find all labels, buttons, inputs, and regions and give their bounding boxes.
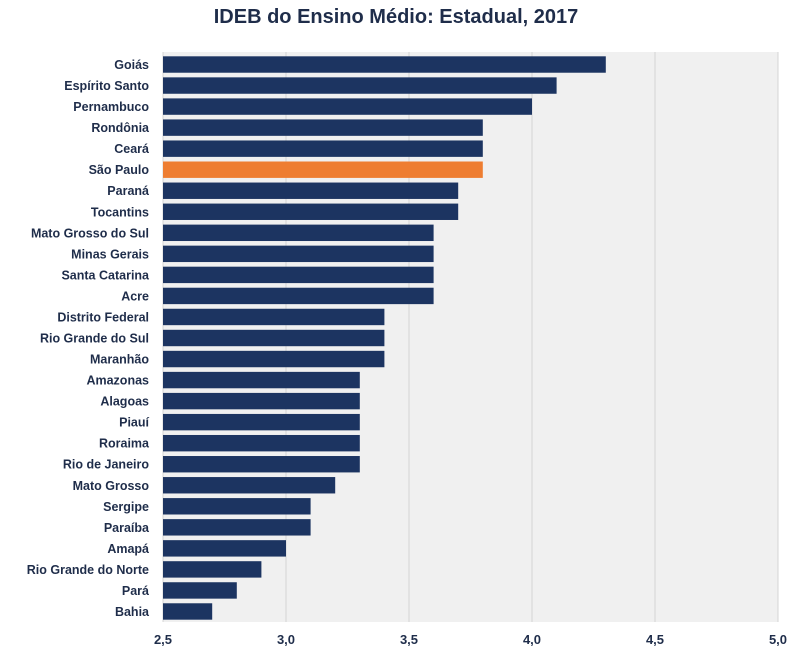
category-label: Pernambuco — [73, 100, 149, 114]
category-label: Rio de Janeiro — [63, 458, 149, 472]
category-label: Sergipe — [103, 500, 149, 514]
bar — [163, 413, 360, 431]
category-label: Bahia — [115, 605, 150, 619]
category-label: Piauí — [119, 416, 149, 430]
bar — [163, 56, 606, 73]
bar — [163, 77, 557, 94]
category-label: Roraima — [99, 437, 150, 451]
x-tick-label: 5,0 — [769, 632, 787, 647]
bar — [163, 266, 434, 284]
category-label: São Paulo — [89, 163, 150, 177]
x-tick-label: 4,5 — [646, 632, 664, 647]
bar — [163, 98, 532, 115]
bar — [163, 603, 213, 620]
category-label: Minas Gerais — [71, 247, 149, 261]
x-tick-label: 4,0 — [523, 632, 541, 647]
x-tick-label: 3,0 — [277, 632, 295, 647]
category-label: Mato Grosso — [73, 479, 150, 493]
bar-highlighted — [163, 161, 483, 178]
category-label: Distrito Federal — [57, 310, 149, 324]
category-label: Espírito Santo — [64, 79, 149, 93]
bar — [163, 561, 262, 578]
bar — [163, 540, 286, 557]
category-label: Rondônia — [91, 121, 150, 135]
category-label: Amazonas — [86, 374, 149, 388]
bar — [163, 119, 483, 136]
x-tick-label: 3,5 — [400, 632, 418, 647]
bar — [163, 182, 459, 199]
bar — [163, 582, 237, 599]
category-label: Mato Grosso do Sul — [31, 226, 149, 240]
category-label: Paraná — [107, 184, 149, 198]
category-label: Alagoas — [100, 395, 149, 409]
category-label: Santa Catarina — [61, 268, 150, 282]
bar — [163, 245, 434, 263]
bar — [163, 308, 385, 326]
category-label: Tocantins — [91, 205, 149, 219]
bar — [163, 456, 360, 473]
bar — [163, 224, 434, 242]
bar — [163, 203, 459, 220]
bar — [163, 498, 311, 515]
category-label: Rio Grande do Sul — [40, 332, 149, 346]
chart-title: IDEB do Ensino Médio: Estadual, 2017 — [213, 6, 579, 28]
category-label: Goiás — [114, 58, 149, 72]
bar — [163, 329, 385, 347]
category-label: Amapá — [107, 542, 149, 556]
bar — [163, 392, 360, 410]
bar — [163, 287, 434, 305]
bar — [163, 140, 483, 157]
category-label: Ceará — [114, 142, 149, 156]
bar — [163, 519, 311, 536]
bar — [163, 350, 385, 368]
bar — [163, 371, 360, 389]
category-label: Paraíba — [104, 521, 150, 535]
bar — [163, 434, 360, 452]
category-label: Maranhão — [90, 353, 149, 367]
bar — [163, 477, 336, 494]
category-label: Pará — [122, 584, 149, 598]
category-label: Rio Grande do Norte — [27, 563, 149, 577]
x-tick-label: 2,5 — [154, 632, 172, 647]
category-label: Acre — [121, 289, 149, 303]
